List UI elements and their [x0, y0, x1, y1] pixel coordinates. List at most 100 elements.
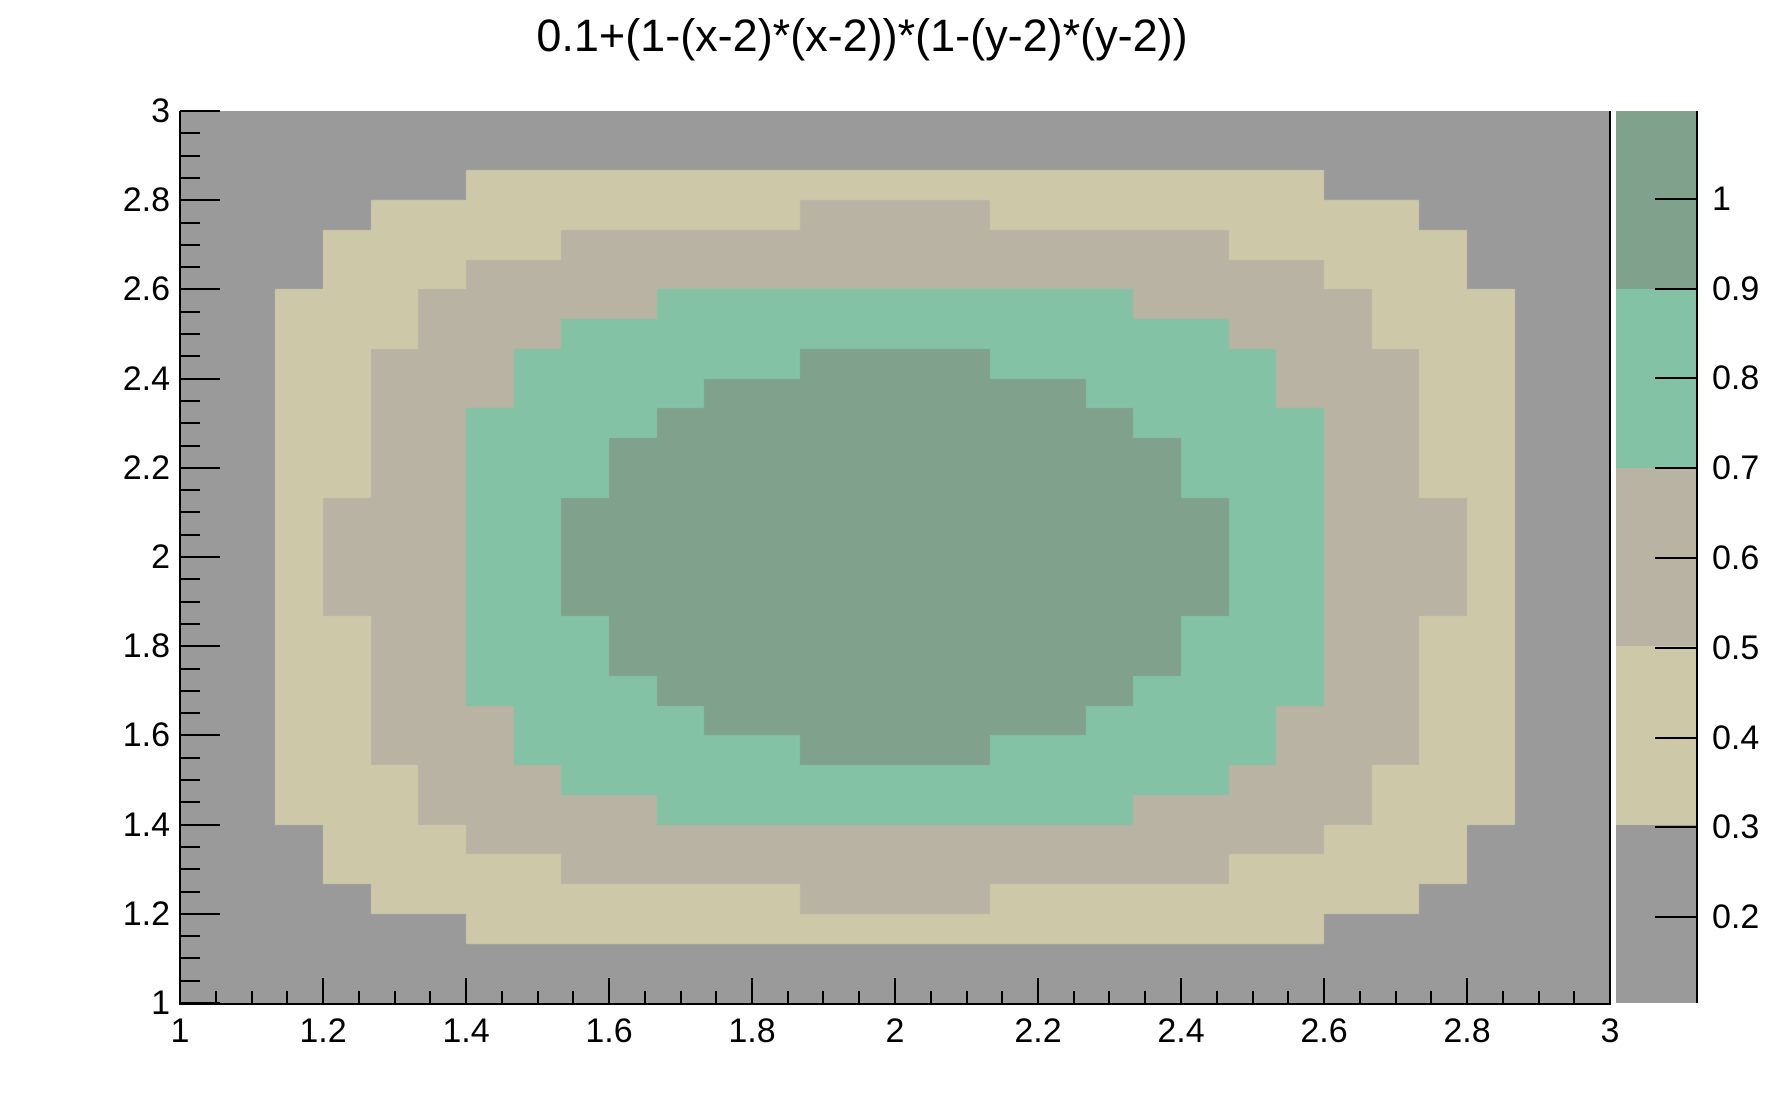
x-axis-major-tick	[1609, 978, 1611, 1003]
palette-tick-label: 0.4	[1712, 719, 1760, 757]
y-axis-minor-tick	[180, 935, 200, 937]
y-axis-minor-tick	[180, 534, 200, 536]
palette-band-sage	[1616, 111, 1698, 289]
y-axis-minor-tick	[180, 690, 200, 692]
y-axis-minor-tick	[180, 601, 200, 603]
x-axis-tick-label: 2.4	[1157, 1012, 1205, 1050]
x-axis-minor-tick	[1287, 991, 1289, 1003]
x-axis-minor-tick	[822, 991, 824, 1003]
y-axis-tick-label: 1.6	[122, 716, 170, 754]
palette-tick	[1655, 377, 1698, 379]
y-axis-major-tick	[180, 199, 220, 201]
y-axis-major-tick	[180, 110, 220, 112]
x-axis-minor-tick	[1573, 991, 1575, 1003]
y-axis-minor-tick	[180, 757, 200, 759]
x-axis-tick-label: 2.2	[1014, 1012, 1062, 1050]
y-axis-minor-tick	[180, 779, 200, 781]
y-axis-minor-tick	[180, 266, 200, 268]
x-axis-tick-label: 1.8	[728, 1012, 776, 1050]
x-axis-minor-tick	[858, 991, 860, 1003]
chart-title: 0.1+(1-(x-2)*(x-2))*(1-(y-2)*(y-2))	[536, 10, 1188, 61]
y-axis-major-tick	[180, 467, 220, 469]
x-axis-minor-tick	[394, 991, 396, 1003]
x-axis-minor-tick	[215, 991, 217, 1003]
x-axis-minor-tick	[1430, 991, 1432, 1003]
y-axis-tick-label: 2.8	[122, 181, 170, 219]
y-axis-minor-tick	[180, 578, 200, 580]
x-axis-minor-tick	[572, 991, 574, 1003]
y-axis-minor-tick	[180, 244, 200, 246]
x-axis-major-tick	[1180, 978, 1182, 1003]
y-axis-major-tick	[180, 1002, 220, 1004]
x-axis-tick-label: 1	[170, 1012, 190, 1050]
x-axis-major-tick	[894, 978, 896, 1003]
y-axis-tick-label: 1	[151, 984, 170, 1022]
plot-frame	[179, 110, 1611, 1005]
palette-tick-label: 0.7	[1712, 449, 1760, 487]
x-axis-minor-tick	[537, 991, 539, 1003]
y-axis-tick-label: 1.8	[122, 627, 170, 665]
y-axis-major-tick	[180, 556, 220, 558]
y-axis-major-tick	[180, 734, 220, 736]
x-axis-tick-label: 2.8	[1443, 1012, 1491, 1050]
y-axis-tick-label: 2.4	[122, 360, 170, 398]
x-axis-minor-tick	[1359, 991, 1361, 1003]
palette-tick-label: 0.2	[1712, 898, 1760, 936]
x-axis-tick-label: 1.2	[299, 1012, 347, 1050]
x-axis-minor-tick	[715, 991, 717, 1003]
x-axis-minor-tick	[644, 991, 646, 1003]
x-axis-minor-tick	[1001, 991, 1003, 1003]
color-scale-bar	[1616, 111, 1698, 1003]
x-axis-minor-tick	[429, 991, 431, 1003]
x-axis-tick-label: 1.4	[442, 1012, 490, 1050]
y-axis-major-tick	[180, 913, 220, 915]
palette-tick	[1655, 288, 1698, 290]
y-axis-minor-tick	[180, 132, 200, 134]
frame-bottom-border	[179, 1003, 1611, 1005]
y-axis-minor-tick	[180, 333, 200, 335]
x-axis-minor-tick	[787, 991, 789, 1003]
y-axis-minor-tick	[180, 668, 200, 670]
palette-tick	[1655, 737, 1698, 739]
x-axis-tick-label: 1.6	[585, 1012, 633, 1050]
palette-band-khaki	[1616, 646, 1698, 825]
x-axis-minor-tick	[1216, 991, 1218, 1003]
x-axis-major-tick	[1037, 978, 1039, 1003]
x-axis-minor-tick	[966, 991, 968, 1003]
y-axis-minor-tick	[180, 489, 200, 491]
y-axis-tick-label: 1.2	[122, 895, 170, 933]
y-axis-minor-tick	[180, 623, 200, 625]
palette-tick	[1655, 916, 1698, 918]
y-axis-major-tick	[180, 288, 220, 290]
x-axis-minor-tick	[1538, 991, 1540, 1003]
x-axis-minor-tick	[1252, 991, 1254, 1003]
y-axis-major-tick	[180, 824, 220, 826]
x-axis-major-tick	[1323, 978, 1325, 1003]
palette-tick	[1655, 557, 1698, 559]
palette-tick-label: 1	[1712, 180, 1731, 218]
x-axis-major-tick	[608, 978, 610, 1003]
x-axis-major-tick	[465, 978, 467, 1003]
x-axis-minor-tick	[251, 991, 253, 1003]
y-axis-minor-tick	[180, 445, 200, 447]
palette-band-gray	[1616, 825, 1698, 1003]
palette-tick	[1655, 647, 1698, 649]
x-axis-major-tick	[1466, 978, 1468, 1003]
y-axis-minor-tick	[180, 422, 200, 424]
y-axis-major-tick	[180, 645, 220, 647]
x-axis-minor-tick	[286, 991, 288, 1003]
y-axis-minor-tick	[180, 400, 200, 402]
x-axis-minor-tick	[1144, 991, 1146, 1003]
frame-right-border	[1609, 111, 1611, 1005]
palette-tick-label: 0.5	[1712, 629, 1760, 667]
frame-left-border	[179, 111, 181, 1005]
y-axis-minor-tick	[180, 891, 200, 893]
y-axis-minor-tick	[180, 801, 200, 803]
palette-tick-label: 0.6	[1712, 539, 1760, 577]
y-axis-minor-tick	[180, 868, 200, 870]
heatmap-plot	[180, 111, 1610, 1003]
x-axis-minor-tick	[1395, 991, 1397, 1003]
y-axis-minor-tick	[180, 846, 200, 848]
x-axis-major-tick	[179, 978, 181, 1003]
